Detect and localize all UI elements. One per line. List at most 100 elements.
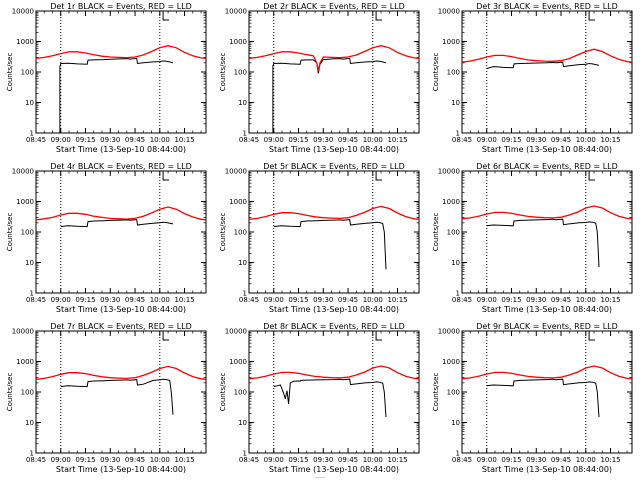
y-tick-label: 10 xyxy=(238,99,247,107)
y-tick-label: 10 xyxy=(238,259,247,267)
y-tick-label: 10000 xyxy=(12,328,34,336)
y-axis-label: Counts/sec xyxy=(219,373,227,412)
x-tick-label: 09:15 xyxy=(501,456,521,464)
panel-det-7: Det 7r BLACK = Events, RED = LLD 1 10 100 10… xyxy=(6,322,207,474)
panel-title: Det 9r BLACK = Events, RED = LLD xyxy=(476,322,618,331)
y-tick-label: 10000 xyxy=(12,168,34,176)
x-tick-label: 10:00 xyxy=(576,296,596,304)
y-tick-label: 100 xyxy=(21,229,34,237)
x-axis-label: Start Time (13-Sep-10 08:44:00) xyxy=(56,465,186,474)
x-axis-label: Start Time (13-Sep-10 08:44:00) xyxy=(56,305,186,314)
y-tick-label: 10000 xyxy=(438,168,460,176)
y-tick-label: 10000 xyxy=(225,328,247,336)
x-tick-label: 10:00 xyxy=(363,296,383,304)
y-tick-label: 1000 xyxy=(229,198,247,206)
time-bracket-marker xyxy=(588,11,596,21)
series-lld-line xyxy=(248,45,420,71)
y-axis-label: Counts/sec xyxy=(432,53,440,92)
x-tick-label: 09:30 xyxy=(313,136,333,144)
y-tick-label: 100 xyxy=(21,69,34,77)
x-tick-label: 09:45 xyxy=(125,296,145,304)
time-bracket-marker xyxy=(375,171,383,181)
x-tick-label: 09:00 xyxy=(51,296,71,304)
series-lld-line xyxy=(461,48,633,63)
y-tick-label: 1 xyxy=(30,290,34,298)
x-tick-label: 09:15 xyxy=(75,456,95,464)
y-tick-label: 10000 xyxy=(438,328,460,336)
y-tick-label: 1000 xyxy=(442,38,460,46)
y-tick-label: 1 xyxy=(243,450,247,458)
panel-title: Det 5r BLACK = Events, RED = LLD xyxy=(263,162,405,171)
panel-det-2: Det 2r BLACK = Events, RED = LLD 1 10 100 10… xyxy=(219,2,420,154)
x-tick-label: 10:00 xyxy=(150,296,170,304)
x-axis-label: Start Time (13-Sep-10 08:44:00) xyxy=(482,145,612,154)
series-events-line xyxy=(486,61,600,69)
y-tick-label: 100 xyxy=(447,389,460,397)
y-tick-label: 10 xyxy=(25,419,34,427)
y-tick-label: 10 xyxy=(238,419,247,427)
series-events-line xyxy=(59,57,174,133)
x-tick-label: 10:00 xyxy=(150,136,170,144)
x-tick-label: 09:00 xyxy=(477,136,497,144)
time-bracket-marker xyxy=(162,331,170,341)
y-tick-label: 10 xyxy=(451,259,460,267)
y-tick-label: 100 xyxy=(21,389,34,397)
series-lld-line xyxy=(248,205,420,220)
x-tick-label: 09:45 xyxy=(125,456,145,464)
x-tick-label: 09:30 xyxy=(100,136,120,144)
y-tick-label: 1000 xyxy=(229,358,247,366)
y-tick-label: 100 xyxy=(447,69,460,77)
x-tick-label: 10:15 xyxy=(600,456,620,464)
y-tick-label: 10000 xyxy=(225,168,247,176)
y-tick-label: 1 xyxy=(456,290,460,298)
time-bracket-marker xyxy=(162,11,170,21)
x-tick-label: 10:00 xyxy=(576,456,596,464)
x-axis-label: Start Time (13-Sep-10 08:44:00) xyxy=(269,465,399,474)
panel-det-5: Det 5r BLACK = Events, RED = LLD 1 10 100 10… xyxy=(219,162,420,314)
x-tick-label: 10:15 xyxy=(174,296,194,304)
panel-det-3: Det 3r BLACK = Events, RED = LLD 1 10 100 10… xyxy=(432,2,633,154)
x-tick-label: 09:45 xyxy=(338,296,358,304)
y-tick-label: 100 xyxy=(234,229,247,237)
x-tick-label: 09:15 xyxy=(75,296,95,304)
x-tick-label: 09:45 xyxy=(125,136,145,144)
y-tick-label: 10 xyxy=(451,419,460,427)
series-events-line xyxy=(486,218,600,268)
x-tick-label: 08:45 xyxy=(26,456,46,464)
x-tick-label: 10:00 xyxy=(150,456,170,464)
y-tick-label: 10000 xyxy=(225,8,247,16)
series-lld-line xyxy=(35,45,207,60)
y-tick-label: 1 xyxy=(456,130,460,138)
x-tick-label: 08:45 xyxy=(239,456,259,464)
x-tick-label: 10:00 xyxy=(363,456,383,464)
series-events-line xyxy=(272,57,387,133)
x-tick-label: 09:15 xyxy=(75,136,95,144)
x-tick-label: 10:15 xyxy=(387,136,407,144)
y-tick-label: 1 xyxy=(456,450,460,458)
series-lld-line xyxy=(461,365,633,380)
x-tick-label: 09:45 xyxy=(551,296,571,304)
y-tick-label: 100 xyxy=(234,69,247,77)
x-tick-label: 08:45 xyxy=(452,296,472,304)
panel-title: Det 1r BLACK = Events, RED = LLD xyxy=(50,2,192,11)
x-tick-label: 09:15 xyxy=(288,136,308,144)
x-tick-label: 09:15 xyxy=(288,456,308,464)
x-tick-label: 10:15 xyxy=(387,296,407,304)
x-tick-label: 09:30 xyxy=(313,296,333,304)
x-tick-label: 09:00 xyxy=(264,136,284,144)
x-tick-label: 09:45 xyxy=(338,136,358,144)
series-events-line xyxy=(60,378,174,415)
y-tick-label: 10000 xyxy=(12,8,34,16)
y-tick-label: 1 xyxy=(243,290,247,298)
x-tick-label: 09:00 xyxy=(477,456,497,464)
x-tick-label: 09:45 xyxy=(338,456,358,464)
x-tick-label: 09:45 xyxy=(551,456,571,464)
panel-title: Det 8r BLACK = Events, RED = LLD xyxy=(263,322,405,331)
x-tick-label: 09:30 xyxy=(100,296,120,304)
y-tick-label: 1 xyxy=(30,130,34,138)
y-tick-label: 1000 xyxy=(442,358,460,366)
panel-det-8: Det 8r BLACK = Events, RED = LLD 1 10 100 10… xyxy=(219,322,420,474)
x-tick-label: 09:15 xyxy=(501,136,521,144)
y-axis-label: Counts/sec xyxy=(432,373,440,412)
